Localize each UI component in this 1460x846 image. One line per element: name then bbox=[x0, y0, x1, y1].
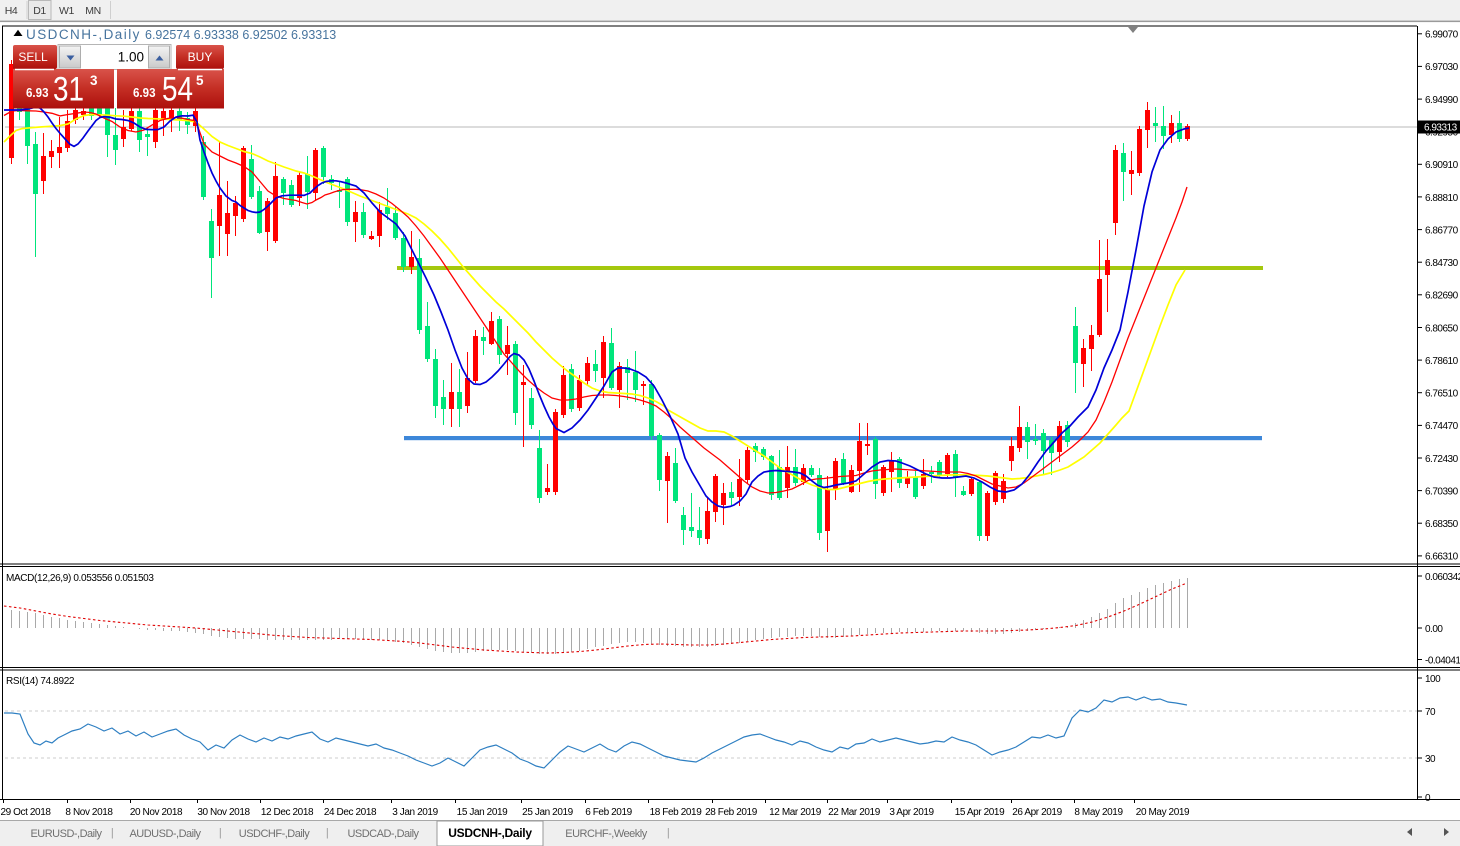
svg-text:31: 31 bbox=[53, 71, 84, 109]
svg-text:6.92574 6.93338 6.92502 6.9331: 6.92574 6.93338 6.92502 6.93313 bbox=[145, 28, 336, 42]
svg-text:6.93: 6.93 bbox=[133, 85, 156, 100]
svg-text:30: 30 bbox=[1425, 754, 1436, 765]
svg-text:3 Jan 2019: 3 Jan 2019 bbox=[392, 807, 438, 818]
svg-text:25 Jan 2019: 25 Jan 2019 bbox=[522, 807, 573, 818]
svg-text:3: 3 bbox=[90, 73, 98, 88]
svg-text:6.93313: 6.93313 bbox=[1424, 123, 1458, 134]
svg-text:RSI(14) 74.8922: RSI(14) 74.8922 bbox=[6, 676, 75, 687]
svg-text:6 Feb 2019: 6 Feb 2019 bbox=[585, 807, 632, 818]
svg-text:6.70390: 6.70390 bbox=[1425, 486, 1459, 497]
svg-text:SELL: SELL bbox=[18, 50, 48, 64]
svg-text:6.82690: 6.82690 bbox=[1425, 291, 1459, 302]
svg-text:6.74470: 6.74470 bbox=[1425, 421, 1459, 432]
svg-text:6.68350: 6.68350 bbox=[1425, 519, 1459, 530]
svg-text:15 Jan 2019: 15 Jan 2019 bbox=[457, 807, 508, 818]
svg-text:8 Nov 2018: 8 Nov 2018 bbox=[65, 807, 113, 818]
svg-text:5: 5 bbox=[196, 73, 204, 88]
svg-text:20 Nov 2018: 20 Nov 2018 bbox=[130, 807, 183, 818]
svg-text:20 May 2019: 20 May 2019 bbox=[1136, 807, 1190, 818]
svg-text:6.66310: 6.66310 bbox=[1425, 552, 1459, 563]
svg-text:6.78610: 6.78610 bbox=[1425, 356, 1459, 367]
svg-text:28 Feb 2019: 28 Feb 2019 bbox=[705, 807, 758, 818]
svg-text:6.72430: 6.72430 bbox=[1425, 454, 1459, 465]
svg-text:|: | bbox=[111, 827, 113, 839]
svg-text:3 Apr 2019: 3 Apr 2019 bbox=[889, 807, 934, 818]
svg-text:USDCAD-,Daily: USDCAD-,Daily bbox=[347, 828, 419, 840]
svg-text:|: | bbox=[326, 827, 328, 839]
svg-text:6.94990: 6.94990 bbox=[1425, 95, 1459, 106]
svg-text:6.90910: 6.90910 bbox=[1425, 160, 1459, 171]
svg-text:6.99070: 6.99070 bbox=[1425, 30, 1459, 41]
svg-text:BUY: BUY bbox=[188, 50, 213, 64]
svg-text:0.00: 0.00 bbox=[1425, 624, 1443, 635]
svg-text:6.76510: 6.76510 bbox=[1425, 389, 1459, 400]
svg-text:6.86770: 6.86770 bbox=[1425, 225, 1459, 236]
svg-text:12 Mar 2019: 12 Mar 2019 bbox=[769, 807, 822, 818]
svg-text:USDCHF-,Daily: USDCHF-,Daily bbox=[239, 828, 311, 840]
svg-text:12 Dec 2018: 12 Dec 2018 bbox=[261, 807, 314, 818]
svg-text:26 Apr 2019: 26 Apr 2019 bbox=[1012, 807, 1062, 818]
svg-text:W1: W1 bbox=[59, 5, 75, 17]
svg-text:H4: H4 bbox=[5, 5, 18, 17]
svg-text:|: | bbox=[667, 827, 669, 839]
svg-text:6.80650: 6.80650 bbox=[1425, 323, 1459, 334]
svg-text:8 May 2019: 8 May 2019 bbox=[1074, 807, 1123, 818]
svg-text:-0.040415: -0.040415 bbox=[1425, 655, 1460, 666]
svg-text:MACD(12,26,9) 0.053556 0.05150: MACD(12,26,9) 0.053556 0.051503 bbox=[6, 573, 154, 584]
svg-text:70: 70 bbox=[1425, 707, 1436, 718]
svg-text:D1: D1 bbox=[33, 5, 46, 17]
svg-text:24 Dec 2018: 24 Dec 2018 bbox=[324, 807, 377, 818]
svg-text:29 Oct 2018: 29 Oct 2018 bbox=[0, 807, 51, 818]
svg-text:6.88810: 6.88810 bbox=[1425, 193, 1459, 204]
svg-text:USDCNH-,Daily: USDCNH-,Daily bbox=[26, 27, 141, 42]
svg-text:30 Nov 2018: 30 Nov 2018 bbox=[197, 807, 250, 818]
svg-text:6.84730: 6.84730 bbox=[1425, 258, 1459, 269]
svg-text:0.060342: 0.060342 bbox=[1425, 572, 1460, 583]
svg-text:|: | bbox=[219, 827, 221, 839]
svg-text:USDCNH-,Daily: USDCNH-,Daily bbox=[448, 826, 532, 840]
svg-text:1.00: 1.00 bbox=[118, 50, 144, 65]
svg-text:AUDUSD-,Daily: AUDUSD-,Daily bbox=[129, 828, 201, 840]
svg-text:100: 100 bbox=[1425, 674, 1441, 685]
svg-text:EURCHF-,Weekly: EURCHF-,Weekly bbox=[565, 828, 647, 840]
svg-text:0: 0 bbox=[1425, 793, 1431, 804]
svg-text:EURUSD-,Daily: EURUSD-,Daily bbox=[30, 828, 102, 840]
svg-text:6.97030: 6.97030 bbox=[1425, 62, 1459, 73]
svg-text:18 Feb 2019: 18 Feb 2019 bbox=[650, 807, 703, 818]
svg-text:6.93: 6.93 bbox=[26, 85, 49, 100]
svg-text:15 Apr 2019: 15 Apr 2019 bbox=[955, 807, 1005, 818]
svg-text:22 Mar 2019: 22 Mar 2019 bbox=[828, 807, 881, 818]
svg-text:54: 54 bbox=[162, 71, 193, 109]
svg-text:MN: MN bbox=[85, 5, 101, 17]
